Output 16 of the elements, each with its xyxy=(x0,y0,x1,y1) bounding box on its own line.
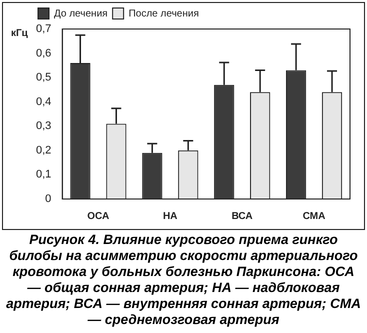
y-tick-label: 0,7 xyxy=(36,23,52,36)
text: Рисунок 4. Влияние курсового приема гинкго билобы на асимметрию скорости артериального кровотока у больных болезнью Паркинсона: ОСА — общая сонная артерия; НА — надблоковая артерия; ВСА — внутренняя сонная артерия; СМА — среднемозговая артерия xyxy=(5,231,362,328)
y-tick-label: 0,6 xyxy=(36,47,52,60)
y-tick-label: 0,3 xyxy=(36,120,52,132)
x-tick-label: ВСА xyxy=(232,210,253,222)
y-axis-title: кГц xyxy=(11,28,29,39)
y-tick-label: 0,4 xyxy=(36,96,52,108)
legend-label: До лечения xyxy=(54,8,108,20)
x-tick-label: НА xyxy=(162,210,178,222)
x-tick-label: СМА xyxy=(302,210,326,222)
y-tick-label: 0,1 xyxy=(36,168,52,181)
x-tick-label: ОСА xyxy=(87,210,110,222)
y-tick-label: 0,2 xyxy=(36,144,52,156)
y-tick-label: 0,5 xyxy=(36,72,52,84)
y-tick-label: 0 xyxy=(45,193,52,206)
legend-label: После лечения xyxy=(128,8,199,20)
